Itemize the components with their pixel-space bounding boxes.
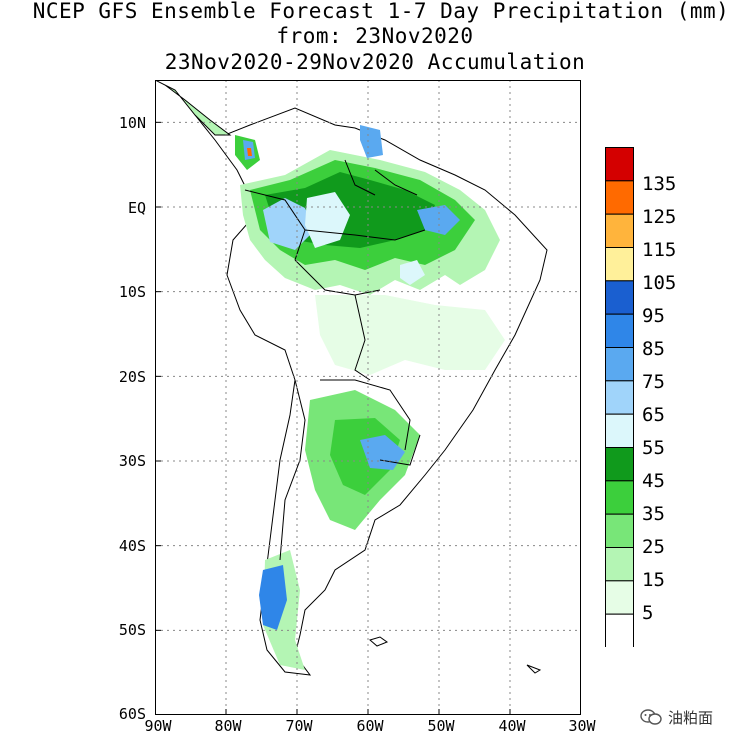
legend-swatch — [606, 448, 634, 481]
legend-label: 75 — [642, 372, 665, 392]
lon-label: 40W — [487, 718, 537, 734]
precipitation-map — [155, 80, 581, 715]
lon-label: 80W — [203, 718, 253, 734]
legend-label: 5 — [642, 603, 653, 623]
forecast-start-date: from: 23Nov2020 — [0, 23, 750, 49]
lat-label: 30S — [96, 453, 146, 469]
legend-swatch — [606, 281, 634, 314]
lon-label: 70W — [274, 718, 324, 734]
legend-swatch — [606, 348, 634, 381]
watermark: 油粕面 — [640, 706, 740, 730]
lat-label: EQ — [96, 200, 146, 216]
legend-label: 55 — [642, 438, 665, 458]
legend-swatch — [606, 614, 634, 647]
legend-label: 95 — [642, 306, 665, 326]
legend-swatch — [606, 548, 634, 581]
legend-label: 65 — [642, 405, 665, 425]
lon-label: 60W — [345, 718, 395, 734]
lon-label: 50W — [416, 718, 466, 734]
legend-label: 25 — [642, 537, 665, 557]
wechat-logo-icon — [640, 708, 662, 726]
lat-label: 20S — [96, 369, 146, 385]
legend-label: 15 — [642, 570, 665, 590]
precipitation-legend — [605, 147, 635, 647]
legend-swatch — [606, 481, 634, 514]
legend-swatch — [606, 414, 634, 447]
lat-label: 10N — [96, 115, 146, 131]
legend-label: 135 — [642, 174, 676, 194]
legend-swatch — [606, 314, 634, 347]
legend-swatch — [606, 214, 634, 247]
lat-label: 50S — [96, 622, 146, 638]
lat-label: 40S — [96, 538, 146, 554]
watermark-text: 油粕面 — [668, 707, 713, 728]
lat-label: 10S — [96, 284, 146, 300]
legend-swatch — [606, 248, 634, 281]
legend-label: 115 — [642, 240, 676, 260]
lon-label: 30W — [557, 718, 607, 734]
accumulation-period: 23Nov2020-29Nov2020 Accumulation — [0, 49, 750, 75]
legend-swatch — [606, 148, 634, 181]
legend-swatch — [606, 381, 634, 414]
lon-label: 90W — [133, 718, 183, 734]
legend-swatch — [606, 181, 634, 214]
legend-label: 35 — [642, 504, 665, 524]
legend-label: 125 — [642, 207, 676, 227]
legend-label: 105 — [642, 273, 676, 293]
legend-swatch — [606, 581, 634, 614]
legend-swatch — [606, 514, 634, 547]
legend-label: 45 — [642, 471, 665, 491]
map-title: NCEP GFS Ensemble Forecast 1-7 Day Preci… — [6, 0, 750, 24]
legend-label: 85 — [642, 339, 665, 359]
